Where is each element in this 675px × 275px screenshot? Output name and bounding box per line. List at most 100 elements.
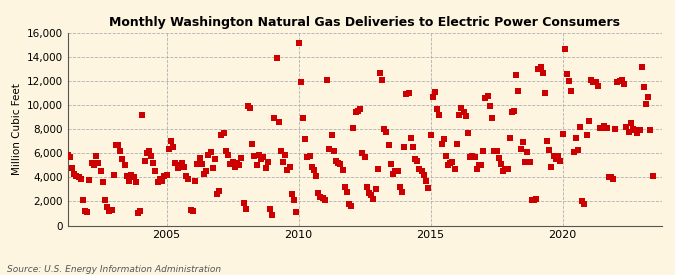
Point [286,192,297,196]
Point [425,133,436,138]
Point [483,94,493,98]
Point [480,96,491,100]
Point [509,109,520,113]
Point [161,173,172,177]
Point [454,113,464,117]
Point [464,155,475,159]
Point [401,92,412,97]
Y-axis label: Million Cubic Feet: Million Cubic Feet [12,83,22,175]
Point [526,198,537,202]
Point [122,174,132,178]
Point [462,131,473,135]
Point [205,150,216,154]
Point [564,79,574,83]
Point [181,174,192,178]
Point [209,157,220,161]
Point [643,95,653,99]
Point [146,153,157,158]
Point [192,162,202,166]
Point [90,153,101,158]
Point [489,149,500,153]
Point [113,143,124,147]
Point [361,185,372,189]
Point [200,169,211,174]
Point [275,149,286,153]
Point [429,90,440,94]
Point [148,161,159,165]
Point [533,67,543,71]
Point [408,145,418,150]
Point [225,162,236,166]
Point [242,104,253,109]
Point [557,132,568,136]
Point [570,136,581,140]
Point [76,176,86,181]
Point [485,104,495,109]
Point [364,191,375,195]
Point [630,128,641,133]
Point [258,155,269,159]
Point [80,209,90,213]
Point [381,130,392,134]
Point [306,164,317,169]
Point [251,163,262,167]
Point [317,196,328,200]
Point [214,188,225,193]
Point [157,179,167,183]
Point [104,209,115,213]
Point [491,149,502,153]
Point [577,199,588,204]
Point [412,158,423,163]
Point [495,162,506,166]
Point [69,172,80,176]
Point [610,127,621,131]
Point [377,78,387,82]
Point [504,136,515,140]
Point [562,72,572,76]
Point [416,169,427,174]
Point [172,166,183,170]
Point [227,160,238,164]
Point [196,162,207,166]
Point [331,158,342,163]
Point [150,169,161,174]
Point [126,173,137,177]
Point [86,161,97,165]
Point [82,210,92,214]
Point [471,167,482,171]
Point [595,126,605,130]
Point [647,174,658,178]
Point [230,164,240,169]
Point [163,146,174,151]
Point [542,139,553,144]
Point [614,79,625,83]
Point [520,160,531,164]
Point [130,180,141,184]
Point [535,65,546,69]
Point [71,174,82,178]
Point [539,91,550,95]
Point [67,166,78,170]
Point [186,208,196,212]
Point [366,193,377,198]
Point [308,168,319,172]
Point [447,160,458,164]
Point [524,160,535,164]
Point [390,169,401,174]
Point [597,126,608,130]
Point [572,147,583,152]
Point [537,70,548,75]
Point [88,163,99,167]
Point [350,110,361,115]
Point [414,167,425,171]
Point [619,81,630,86]
Point [260,166,271,170]
Point [289,198,300,202]
Point [132,211,143,216]
Point [641,102,651,106]
Point [249,153,260,158]
Point [119,163,130,167]
Point [370,187,381,192]
Point [135,209,146,213]
Point [322,78,333,82]
